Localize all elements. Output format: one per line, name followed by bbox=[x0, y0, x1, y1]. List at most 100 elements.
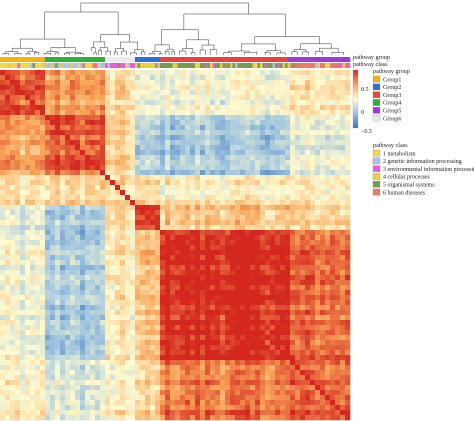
heatmap-cell bbox=[295, 120, 301, 126]
heatmap-cell bbox=[285, 295, 291, 301]
heatmap-cell bbox=[200, 160, 206, 166]
heatmap-cell bbox=[335, 235, 341, 241]
heatmap-cell bbox=[280, 275, 286, 281]
heatmap-cell bbox=[65, 230, 71, 236]
heatmap-cell bbox=[290, 125, 296, 131]
heatmap-cell bbox=[80, 245, 86, 251]
heatmap-cell bbox=[320, 285, 326, 291]
heatmap-cell bbox=[25, 305, 31, 311]
heatmap-cell bbox=[30, 110, 36, 116]
heatmap-cell bbox=[260, 255, 266, 261]
heatmap-cell bbox=[315, 105, 321, 111]
heatmap-cell bbox=[10, 190, 16, 196]
heatmap-cell bbox=[245, 375, 251, 381]
heatmap-cell bbox=[95, 220, 101, 226]
heatmap-cell bbox=[5, 240, 11, 246]
heatmap-cell bbox=[165, 145, 171, 151]
heatmap-cell bbox=[40, 360, 46, 366]
heatmap-cell bbox=[235, 360, 241, 366]
heatmap-cell bbox=[35, 270, 41, 276]
heatmap-cell bbox=[50, 370, 56, 376]
heatmap-cell bbox=[130, 135, 136, 141]
heatmap-cell bbox=[15, 350, 21, 356]
heatmap-cell bbox=[235, 325, 241, 331]
heatmap-cell bbox=[105, 365, 111, 371]
heatmap-cell bbox=[300, 205, 306, 211]
heatmap-cell bbox=[25, 280, 31, 286]
heatmap-cell bbox=[135, 370, 141, 376]
heatmap-cell bbox=[160, 290, 166, 296]
heatmap-cell bbox=[115, 165, 121, 171]
heatmap-cell bbox=[145, 320, 151, 326]
heatmap-cell bbox=[215, 125, 221, 131]
heatmap-cell bbox=[300, 200, 306, 206]
heatmap-cell bbox=[140, 75, 146, 81]
heatmap-cell bbox=[15, 340, 21, 346]
heatmap-cell bbox=[340, 290, 346, 296]
heatmap-cell bbox=[210, 305, 216, 311]
heatmap-cell bbox=[220, 215, 226, 221]
heatmap-cell bbox=[100, 265, 106, 271]
pathway-group-segment bbox=[190, 57, 193, 62]
heatmap-cell bbox=[295, 70, 301, 76]
heatmap-cell bbox=[60, 205, 66, 211]
heatmap-cell bbox=[95, 380, 101, 386]
pathway-class-segment bbox=[110, 63, 113, 68]
heatmap-cell bbox=[230, 75, 236, 81]
pathway-group-segment bbox=[180, 57, 183, 62]
heatmap-cell bbox=[345, 220, 351, 226]
heatmap-cell bbox=[275, 210, 281, 216]
heatmap-cell bbox=[345, 185, 351, 191]
heatmap-cell bbox=[65, 320, 71, 326]
heatmap-cell bbox=[200, 260, 206, 266]
heatmap-cell bbox=[245, 255, 251, 261]
heatmap-cell bbox=[210, 90, 216, 96]
heatmap-cell bbox=[5, 105, 11, 111]
heatmap-cell bbox=[335, 210, 341, 216]
heatmap-cell bbox=[310, 290, 316, 296]
heatmap-cell bbox=[200, 85, 206, 91]
heatmap-cell bbox=[170, 165, 176, 171]
heatmap-cell bbox=[205, 110, 211, 116]
heatmap-cell bbox=[80, 220, 86, 226]
heatmap-cell bbox=[270, 170, 276, 176]
heatmap-cell bbox=[205, 245, 211, 251]
heatmap-cell bbox=[265, 225, 271, 231]
heatmap-cell bbox=[335, 310, 341, 316]
heatmap-cell bbox=[345, 270, 351, 276]
heatmap-cell bbox=[180, 225, 186, 231]
heatmap-cell bbox=[230, 240, 236, 246]
heatmap-cell bbox=[340, 305, 346, 311]
heatmap-cell bbox=[205, 85, 211, 91]
heatmap-cell bbox=[155, 130, 161, 136]
heatmap-cell bbox=[110, 85, 116, 91]
heatmap-cell bbox=[330, 205, 336, 211]
heatmap-cell bbox=[230, 155, 236, 161]
heatmap-cell bbox=[340, 270, 346, 276]
heatmap-cell bbox=[105, 275, 111, 281]
heatmap-cell bbox=[235, 260, 241, 266]
heatmap-cell bbox=[110, 130, 116, 136]
heatmap-cell bbox=[115, 240, 121, 246]
heatmap-cell bbox=[240, 195, 246, 201]
heatmap-cell bbox=[0, 350, 6, 356]
heatmap-cell bbox=[85, 100, 91, 106]
heatmap-cell bbox=[225, 295, 231, 301]
heatmap-cell bbox=[95, 385, 101, 391]
heatmap-cell bbox=[155, 265, 161, 271]
heatmap-cell bbox=[110, 360, 116, 366]
heatmap-cell bbox=[55, 110, 61, 116]
pathway-group-segment bbox=[57, 57, 61, 62]
heatmap-cell bbox=[195, 310, 201, 316]
heatmap-cell bbox=[345, 120, 351, 126]
heatmap-cell bbox=[150, 315, 156, 321]
heatmap-cell bbox=[0, 305, 6, 311]
heatmap-cell bbox=[245, 155, 251, 161]
heatmap-cell bbox=[60, 300, 66, 306]
heatmap-cell bbox=[325, 85, 331, 91]
heatmap-cell bbox=[155, 140, 161, 146]
heatmap-cell bbox=[80, 140, 86, 146]
heatmap-cell bbox=[0, 170, 6, 176]
heatmap-cell bbox=[300, 325, 306, 331]
pathway-class-segment bbox=[270, 63, 273, 68]
